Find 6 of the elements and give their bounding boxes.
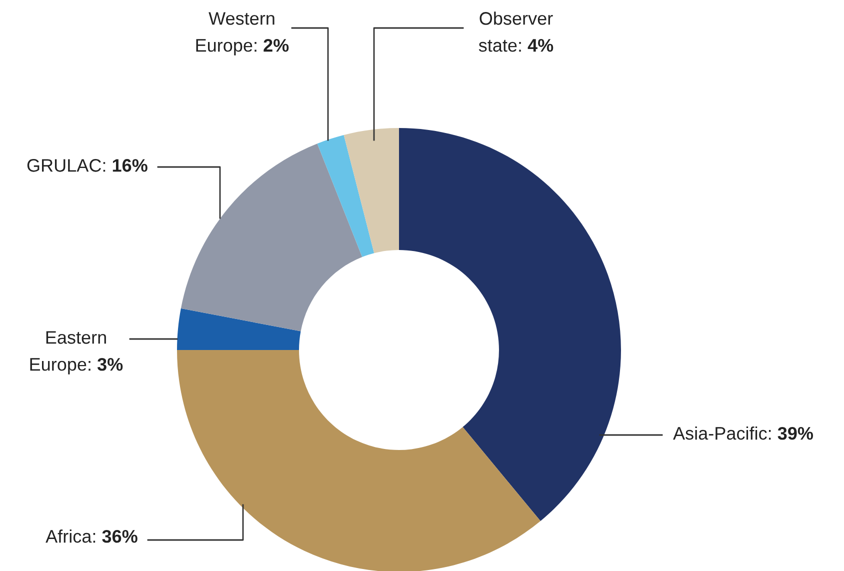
slice-label: Asia-Pacific: 39% bbox=[673, 426, 814, 440]
slice-label: Eastern Europe: 3% bbox=[30, 331, 123, 374]
slice-label: GRULAC: 16% bbox=[27, 159, 148, 172]
slice-label: Western Europe: 2% bbox=[196, 12, 289, 56]
slice-label: Africa: 36% bbox=[46, 529, 138, 543]
slice-label: Observer state: 4% bbox=[478, 12, 554, 52]
